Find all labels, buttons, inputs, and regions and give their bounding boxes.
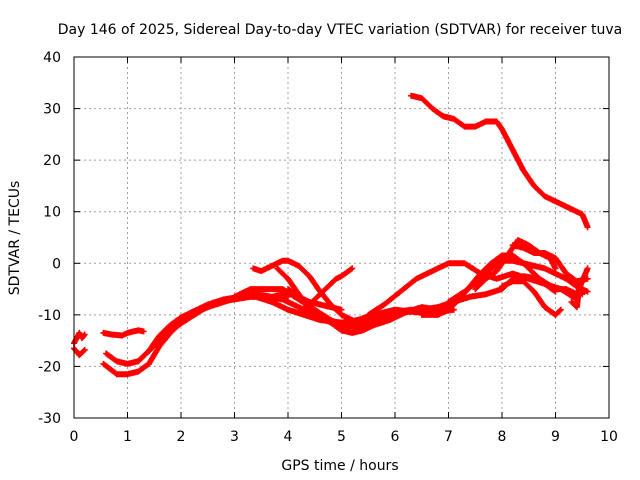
data-points xyxy=(71,92,591,378)
x-tick-label: 8 xyxy=(498,429,507,445)
x-tick-label: 10 xyxy=(600,429,618,445)
data-point-markers xyxy=(499,278,564,318)
x-tick-label: 4 xyxy=(284,429,293,445)
y-tick-label: 40 xyxy=(43,50,61,66)
y-tick-label: -30 xyxy=(38,411,61,427)
series-arc-k xyxy=(285,286,345,313)
data-point-markers xyxy=(285,286,345,313)
axis-ticks: 0 1 2 3 4 5 6 7 8 9 10 -30 -20 -10 0 10 20 30 40 xyxy=(38,50,618,445)
x-axis-label: GPS time / hours xyxy=(281,458,398,474)
x-tick-label: 5 xyxy=(337,429,346,445)
x-tick-label: 2 xyxy=(177,429,186,445)
y-tick-label: 20 xyxy=(43,153,61,169)
series-arc-s xyxy=(408,92,591,231)
series-arc-q xyxy=(499,278,564,318)
series-arc-c xyxy=(100,327,147,339)
y-tick-label: 10 xyxy=(43,205,61,221)
chart-title: Day 146 of 2025, Sidereal Day-to-day VTE… xyxy=(58,22,622,38)
series-arc-t xyxy=(568,280,586,311)
x-tick-label: 3 xyxy=(230,429,239,445)
x-tick-label: 6 xyxy=(391,429,400,445)
y-tick-label: 0 xyxy=(52,256,61,272)
x-tick-label: 7 xyxy=(444,429,453,445)
y-tick-label: -20 xyxy=(38,359,61,375)
y-axis-label: SDTVAR / TECUs xyxy=(7,181,23,296)
y-tick-label: 30 xyxy=(43,102,61,118)
x-tick-label: 0 xyxy=(70,429,79,445)
y-tick-label: -10 xyxy=(38,308,61,324)
series-arc-r xyxy=(509,242,591,285)
data-point-markers xyxy=(408,92,591,231)
x-tick-label: 1 xyxy=(123,429,132,445)
data-point-markers xyxy=(568,280,586,311)
data-point-markers xyxy=(100,327,147,339)
data-point-markers xyxy=(509,242,591,285)
x-tick-label: 9 xyxy=(551,429,560,445)
